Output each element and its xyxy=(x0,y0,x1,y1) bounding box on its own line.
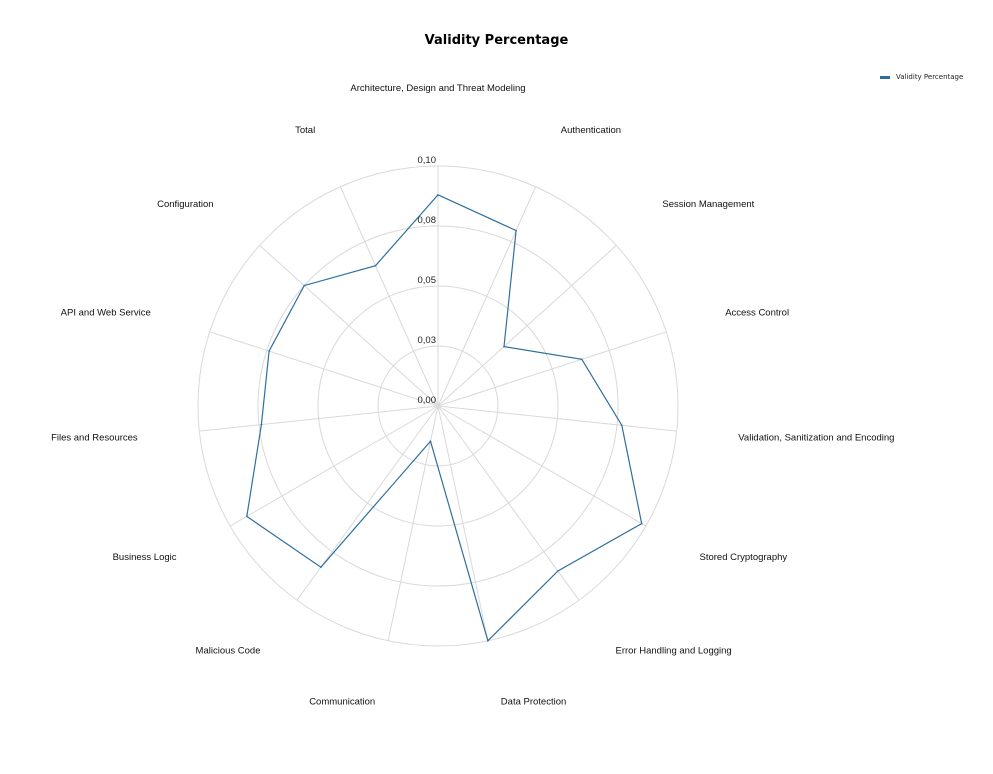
grid-spoke-3 xyxy=(437,331,667,407)
axis-label-10: Business Logic xyxy=(113,552,177,563)
legend[interactable]: Validity Percentage xyxy=(880,73,963,81)
tick-label-1: 0,03 xyxy=(418,335,437,346)
chart-title: Validity Percentage xyxy=(424,33,569,48)
grid-spoke-4 xyxy=(437,405,677,432)
axis-label-14: Total xyxy=(295,125,315,136)
data-point-8 xyxy=(429,440,432,443)
axis-label-0: Architecture, Design and Threat Modeling xyxy=(350,83,525,94)
axis-label-5: Stored Cryptography xyxy=(700,552,788,563)
axis-label-4: Validation, Sanitization and Encoding xyxy=(738,433,894,444)
data-point-0 xyxy=(437,194,439,196)
legend-label: Validity Percentage xyxy=(896,73,964,81)
grid-spoke-8 xyxy=(387,405,439,641)
grid-spoke-12 xyxy=(209,331,439,407)
tick-label-2: 0,05 xyxy=(418,275,437,286)
grid-spoke-9 xyxy=(296,405,439,601)
grid-spoke-11 xyxy=(199,405,439,432)
axis-label-6: Error Handling and Logging xyxy=(616,645,732,656)
grid-spoke-14 xyxy=(339,186,439,407)
grid-spoke-6 xyxy=(437,405,580,601)
axis-label-3: Access Control xyxy=(725,308,789,319)
data-point-13 xyxy=(303,284,306,287)
axis-label-11: Files and Resources xyxy=(51,433,138,444)
grid-spoke-5 xyxy=(437,405,647,527)
tick-label-3: 0,08 xyxy=(418,215,437,226)
tick-label-0: 0,00 xyxy=(418,395,437,406)
grid-spoke-10 xyxy=(229,405,439,527)
axis-label-2: Session Management xyxy=(662,199,754,210)
axis-label-1: Authentication xyxy=(561,125,621,136)
axis-label-13: Configuration xyxy=(157,199,214,210)
grid-spoke-7 xyxy=(437,405,489,641)
data-point-11 xyxy=(260,423,263,426)
data-point-14 xyxy=(374,264,377,267)
grid-spoke-2 xyxy=(437,245,617,407)
data-point-2 xyxy=(503,345,505,348)
data-point-9 xyxy=(320,566,322,568)
data-point-12 xyxy=(268,350,270,352)
axis-label-9: Malicious Code xyxy=(196,645,261,656)
legend-swatch xyxy=(880,75,890,79)
grid-spoke-1 xyxy=(437,186,537,407)
data-point-5 xyxy=(640,522,643,525)
axis-label-12: API and Web Service xyxy=(61,308,151,319)
data-point-10 xyxy=(246,515,248,518)
axis-label-7: Data Protection xyxy=(501,696,566,707)
data-point-3 xyxy=(581,358,583,361)
grid-spoke-13 xyxy=(259,245,439,407)
data-point-4 xyxy=(621,424,623,427)
tick-label-4: 0,10 xyxy=(418,155,437,166)
data-point-6 xyxy=(557,570,559,572)
data-point-7 xyxy=(487,640,489,642)
data-point-1 xyxy=(515,229,517,232)
axis-label-8: Communication xyxy=(309,696,375,707)
series-line-validity-percentage xyxy=(246,194,643,642)
